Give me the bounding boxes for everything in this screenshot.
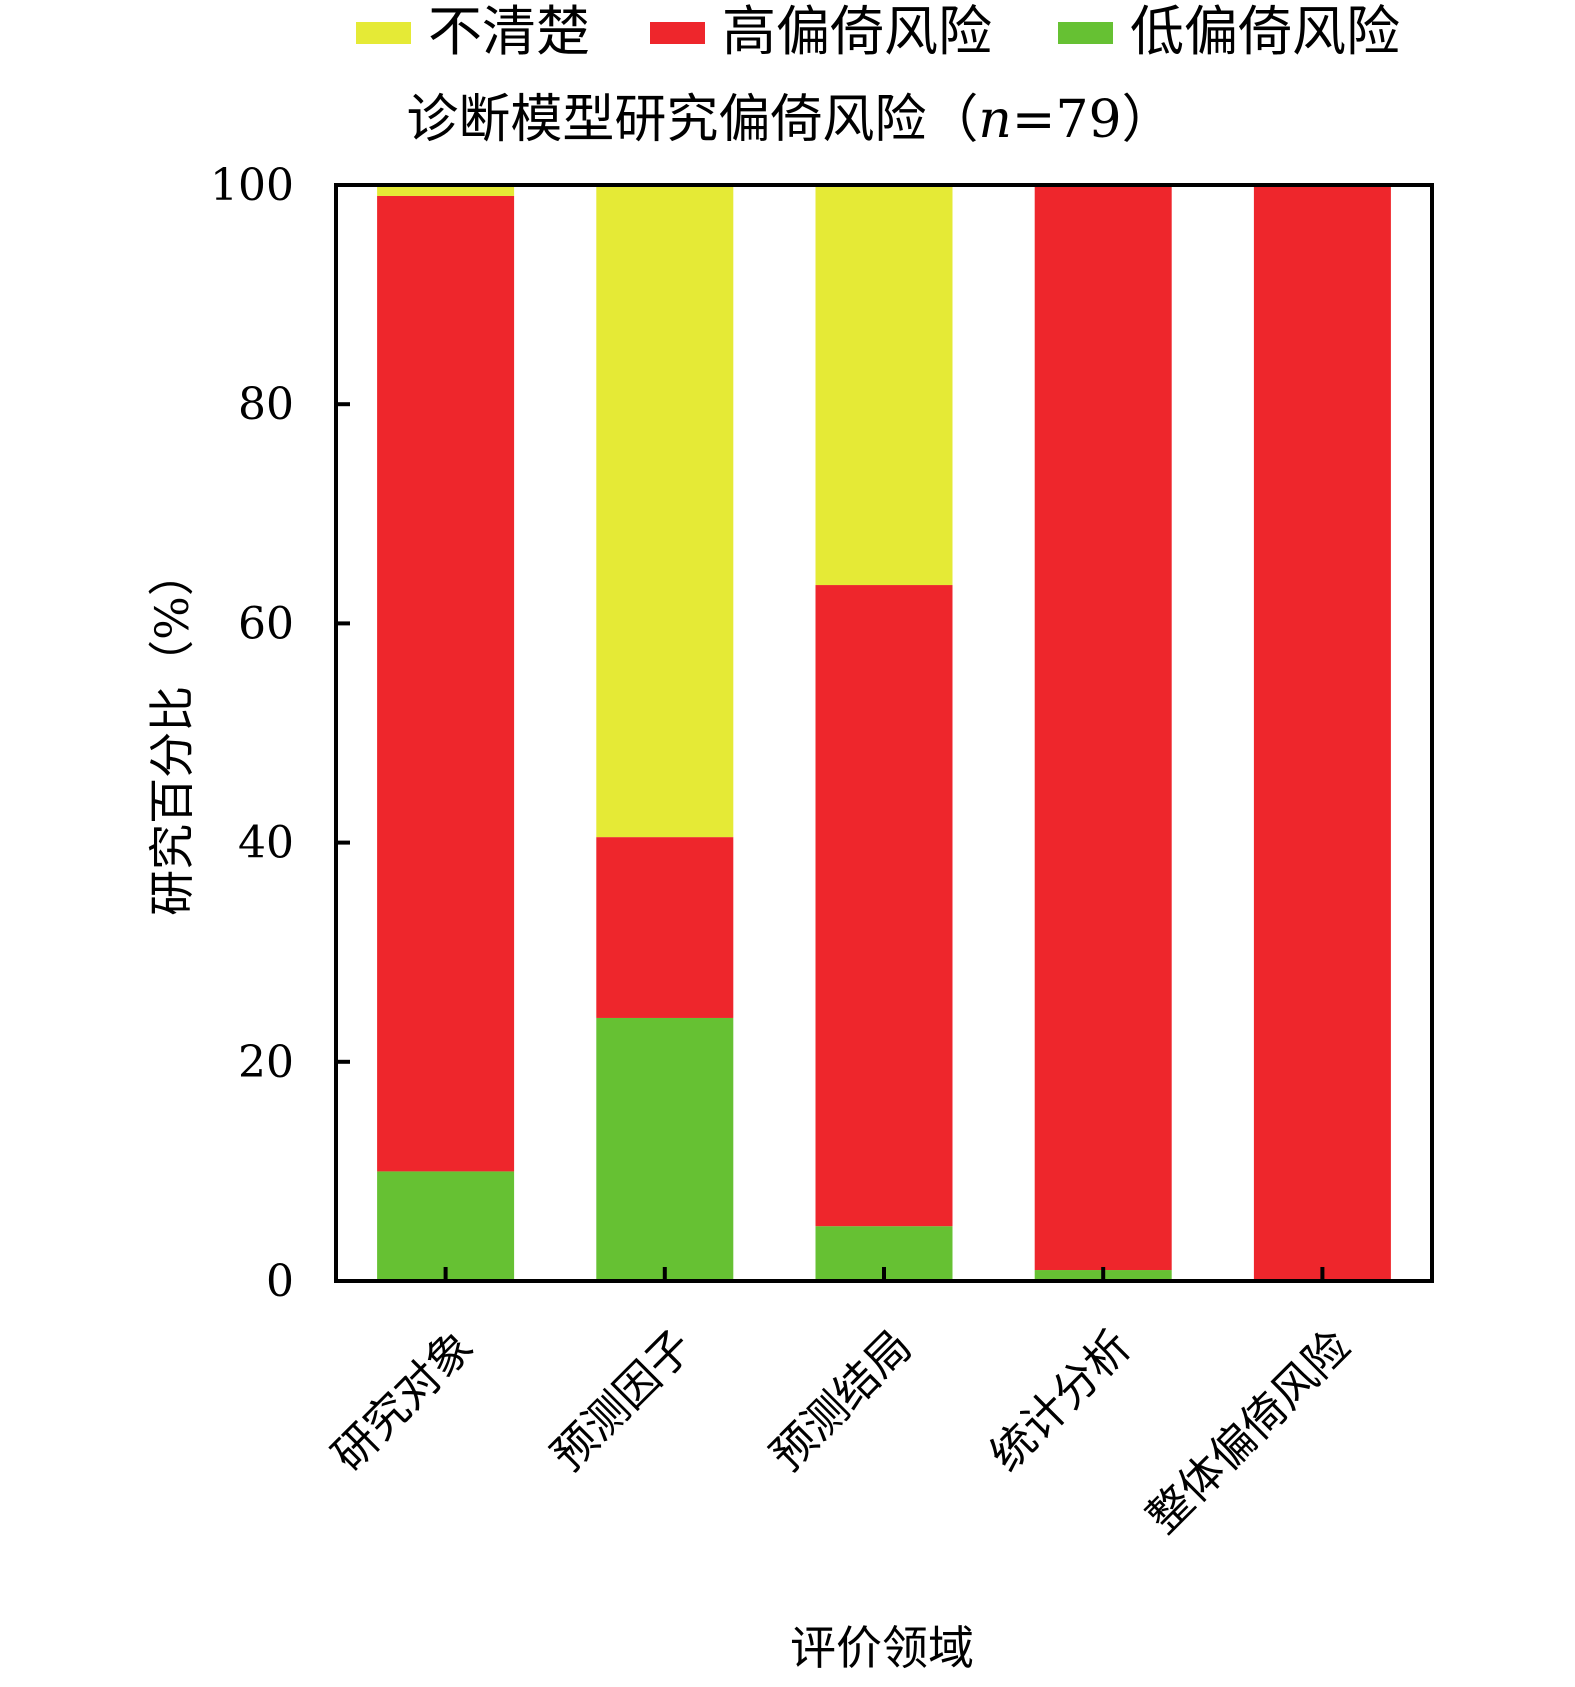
legend-swatch-low-risk [1058,22,1113,44]
y-tick-label-40: 40 [238,818,294,869]
bar-segment-2-3 [596,185,734,838]
x-category-label-3: 预测结局 [761,1321,922,1482]
x-category-label-4: 统计分析 [980,1321,1141,1482]
bar-segment-2-2 [596,837,734,1018]
y-tick-label-80: 80 [238,379,294,430]
y-tick-label-100: 100 [210,160,294,211]
legend-label-unclear: 不清楚 [428,0,590,63]
x-category-label-2: 预测因子 [542,1321,703,1482]
x-category-label-1: 研究对象 [323,1321,484,1482]
bar-segment-5-2 [1253,185,1391,1281]
bars-layer [377,185,1391,1281]
bar-segment-1-3 [377,185,515,196]
y-tick-label-0: 0 [266,1256,294,1307]
y-axis-title: 研究百分比（%） [145,550,199,916]
bar-segment-3-2 [815,585,953,1227]
x-axis-title: 评价领域 [790,1621,974,1675]
legend-swatch-unclear [356,22,411,44]
chart-title: 诊断模型研究偏倚风险（n=79） [406,90,1173,150]
bar-segment-1-1 [377,1171,515,1281]
y-tick-label-20: 20 [238,1037,294,1088]
legend-label-low-risk: 低偏倚风险 [1130,0,1400,63]
legend: 不清楚 高偏倚风险 低偏倚风险 [356,0,1400,63]
bar-segment-3-3 [815,185,953,586]
legend-label-high-risk: 高偏倚风险 [722,0,992,63]
bar-segment-1-2 [377,195,515,1172]
y-tick-label-60: 60 [238,598,294,649]
y-axis: 0 20 40 60 80 100 [210,160,350,1307]
bar-segment-4-2 [1034,185,1172,1271]
legend-swatch-high-risk [650,22,705,44]
x-category-label-5: 整体偏倚风险 [1137,1321,1360,1544]
bar-segment-2-1 [596,1017,734,1281]
